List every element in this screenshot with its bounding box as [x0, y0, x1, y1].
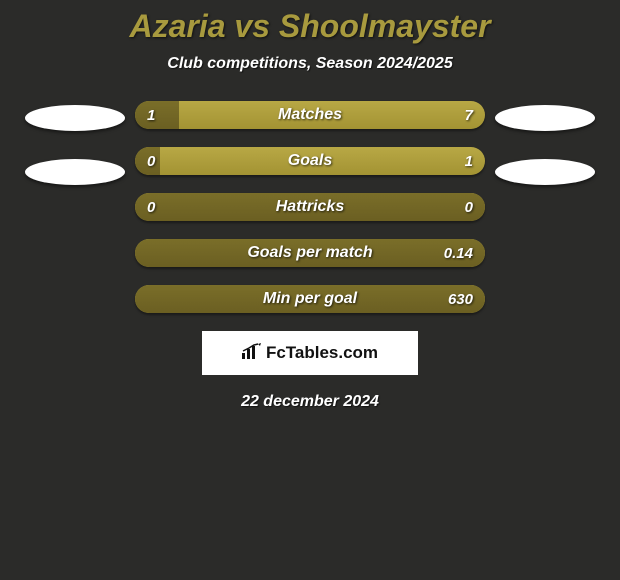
chart-icon — [242, 343, 262, 364]
left-badges — [15, 101, 135, 213]
bar-value-right: 0.14 — [444, 239, 473, 267]
page-title: Azaria vs Shoolmayster — [0, 8, 620, 45]
bar-label: Goals per match — [135, 239, 485, 267]
bar-label: Goals — [135, 147, 485, 175]
date: 22 december 2024 — [0, 393, 620, 411]
stat-bar: 0Goals1 — [135, 147, 485, 175]
bar-label: Min per goal — [135, 285, 485, 313]
player-badge — [25, 105, 125, 131]
source-logo: FcTables.com — [202, 331, 418, 375]
player-badge — [495, 159, 595, 185]
subtitle: Club competitions, Season 2024/2025 — [0, 55, 620, 73]
stat-bar: Min per goal630 — [135, 285, 485, 313]
bar-label: Matches — [135, 101, 485, 129]
right-badges — [485, 101, 605, 213]
stats-comparison: Azaria vs Shoolmayster Club competitions… — [0, 0, 620, 411]
comparison-row: 1Matches70Goals10Hattricks0Goals per mat… — [0, 101, 620, 313]
bar-value-right: 7 — [465, 101, 473, 129]
stat-bar: 0Hattricks0 — [135, 193, 485, 221]
bar-value-right: 0 — [465, 193, 473, 221]
player-badge — [25, 159, 125, 185]
bar-value-right: 1 — [465, 147, 473, 175]
player-badge — [495, 105, 595, 131]
bar-label: Hattricks — [135, 193, 485, 221]
logo-text: FcTables.com — [266, 343, 378, 363]
stat-bars: 1Matches70Goals10Hattricks0Goals per mat… — [135, 101, 485, 313]
bar-value-right: 630 — [448, 285, 473, 313]
stat-bar: 1Matches7 — [135, 101, 485, 129]
stat-bar: Goals per match0.14 — [135, 239, 485, 267]
